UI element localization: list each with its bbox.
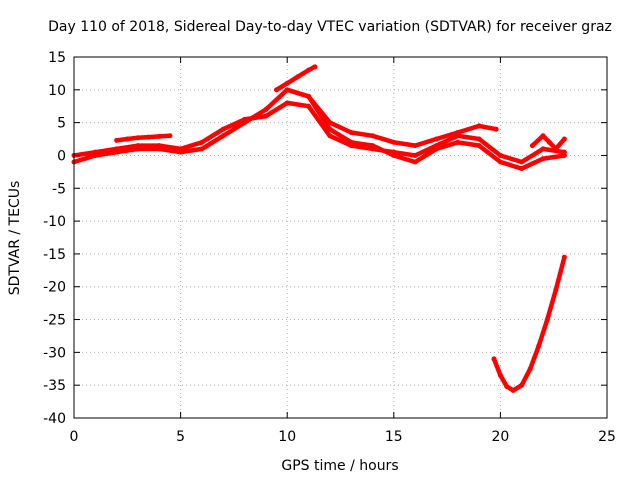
- x-tick-label: 0: [70, 429, 79, 445]
- data-point: [135, 135, 141, 141]
- x-tick-label: 5: [176, 429, 185, 445]
- data-point: [540, 156, 546, 162]
- data-point: [433, 136, 439, 142]
- data-point: [327, 133, 333, 139]
- data-point: [519, 382, 525, 388]
- y-tick-label: -25: [43, 313, 66, 329]
- data-point: [546, 139, 552, 145]
- data-point: [476, 136, 482, 142]
- data-point: [544, 317, 550, 323]
- data-point: [114, 146, 120, 152]
- y-tick-label: 15: [48, 50, 66, 66]
- data-point: [327, 120, 333, 126]
- data-point: [92, 149, 98, 155]
- series-line-track-7: [491, 254, 567, 393]
- data-point: [540, 133, 546, 139]
- y-tick-label: 10: [48, 83, 66, 99]
- data-point: [220, 126, 226, 132]
- data-point: [529, 143, 535, 149]
- plot-frame: [73, 56, 608, 419]
- x-tick-label: 15: [385, 429, 403, 445]
- data-point: [199, 146, 205, 152]
- series-line-track-2: [71, 100, 567, 165]
- y-tick-label: -30: [43, 345, 66, 361]
- x-tick-label: 20: [491, 429, 509, 445]
- data-point: [369, 133, 375, 139]
- y-axis-label: SDTVAR / TECUs: [7, 181, 23, 296]
- data-point: [497, 159, 503, 165]
- data-point: [412, 159, 418, 165]
- data-point: [553, 287, 559, 293]
- data-point: [178, 146, 184, 152]
- data-point: [476, 123, 482, 129]
- data-point: [263, 113, 269, 119]
- data-point: [242, 116, 248, 122]
- data-point: [284, 80, 290, 86]
- data-point: [540, 146, 546, 152]
- data-point: [527, 366, 533, 372]
- x-axis-label: GPS time / hours: [281, 458, 398, 474]
- axis-ticks: 0 5 10 15 20 25 15 10 5 0 -5 -10 -15 -20 -25 -30 -35 -40: [43, 50, 616, 445]
- data-point: [220, 133, 226, 139]
- x-tick-label: 25: [598, 429, 616, 445]
- data-series: [71, 64, 567, 393]
- data-point: [536, 343, 542, 349]
- data-point: [156, 133, 162, 139]
- data-point: [306, 93, 312, 99]
- grid-lines: [74, 57, 607, 418]
- data-point: [284, 100, 290, 106]
- data-point: [561, 254, 567, 260]
- data-point: [455, 139, 461, 145]
- data-point: [124, 136, 130, 142]
- data-point: [510, 387, 516, 393]
- data-point: [274, 87, 280, 93]
- data-point: [497, 372, 503, 378]
- data-point: [561, 136, 567, 142]
- data-point: [476, 143, 482, 149]
- data-point: [348, 143, 354, 149]
- data-point: [391, 139, 397, 145]
- data-point: [553, 146, 559, 152]
- data-point: [295, 74, 301, 80]
- y-tick-label: -10: [43, 214, 66, 230]
- y-tick-label: -20: [43, 280, 66, 296]
- chart-title: Day 110 of 2018, Sidereal Day-to-day VTE…: [48, 19, 612, 35]
- data-point: [135, 143, 141, 149]
- data-point: [306, 67, 312, 73]
- y-tick-label: -5: [52, 181, 66, 197]
- data-point: [504, 383, 510, 389]
- data-point: [391, 149, 397, 155]
- data-point: [156, 143, 162, 149]
- data-point: [561, 149, 567, 155]
- data-point: [199, 139, 205, 145]
- data-point: [493, 126, 499, 132]
- data-point: [455, 129, 461, 135]
- data-point: [146, 134, 152, 140]
- data-point: [491, 356, 497, 362]
- data-point: [433, 143, 439, 149]
- data-point: [412, 143, 418, 149]
- data-point: [306, 103, 312, 109]
- data-point: [369, 146, 375, 152]
- data-point: [167, 133, 173, 139]
- y-tick-label: 5: [57, 116, 66, 132]
- data-point: [519, 159, 525, 165]
- y-tick-label: -40: [43, 411, 66, 427]
- data-point: [312, 64, 318, 70]
- data-point: [348, 129, 354, 135]
- x-tick-label: 10: [278, 429, 296, 445]
- data-point: [114, 137, 120, 143]
- data-point: [284, 87, 290, 93]
- data-point: [497, 152, 503, 158]
- data-point: [412, 152, 418, 158]
- data-point: [519, 166, 525, 172]
- y-tick-label: -15: [43, 247, 66, 263]
- y-tick-label: 0: [57, 148, 66, 164]
- y-tick-label: -35: [43, 378, 66, 394]
- data-point: [263, 107, 269, 113]
